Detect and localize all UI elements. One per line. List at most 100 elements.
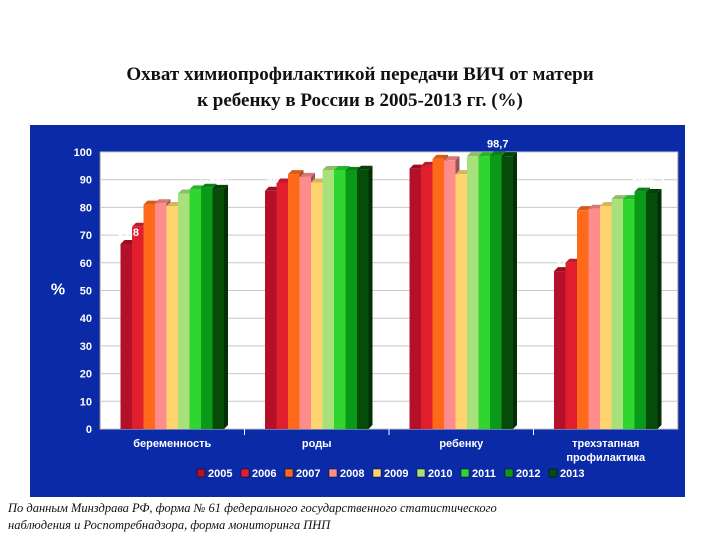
y-tick-label: 80 [80,202,92,214]
source-note: По данным Минздрава РФ, форма № 61 федер… [8,500,708,534]
data-label: 66,8 [118,227,139,239]
bar [501,156,513,429]
bar [467,156,479,429]
bar [600,206,612,429]
bar-chart: 0 10 20 30 40 50 60 70 80 90 100% беременность роды р… [30,125,685,497]
legend-swatch [460,468,470,478]
legend-swatch [196,468,206,478]
bar [409,168,421,429]
bar [554,271,566,429]
bar [588,208,600,429]
bar [276,182,288,429]
y-tick-label: 60 [80,258,92,270]
bar-top [467,152,483,157]
bar-side [368,165,373,429]
legend-label: 2010 [428,468,452,480]
bar-top [432,154,448,159]
bar [646,192,658,429]
source-note-line-2: наблюдения и Роспотребнадзора, форма мон… [8,518,331,532]
bar [432,158,444,430]
bar-side [224,184,228,429]
bar [623,199,635,429]
legend-swatch [328,468,338,478]
bar-top [490,151,506,156]
bar [322,170,334,429]
bar [288,174,300,429]
chart-title-line-1: Охват химиопрофилактикой передачи ВИЧ от… [126,64,594,85]
bar-top [212,184,228,189]
bar-side [657,188,662,429]
y-tick-label: 30 [80,341,92,353]
legend-label: 2008 [340,468,364,480]
x-tick-label: беременность [133,438,211,450]
bar [490,155,502,429]
y-tick-label: 40 [80,313,92,325]
data-label: 85,7 [632,175,653,187]
bar [421,165,433,429]
data-label: 93,6 [354,153,375,165]
data-label: 94 [411,152,424,164]
data-label: 57 [556,254,568,266]
x-tick-label: роды [302,438,332,450]
bar [189,189,201,429]
x-tick-label: ребенку [439,438,484,450]
bar-top [357,165,373,170]
bar [334,170,346,429]
bar [478,156,490,429]
y-tick-label: 10 [80,396,92,408]
bar [455,174,467,429]
source-note-line-1: По данным Минздрава РФ, форма № 61 федер… [8,501,497,515]
legend-label: 2006 [252,468,276,480]
bar [212,188,224,429]
bar-top [501,152,517,157]
data-label: 87,1 [198,171,219,183]
bar [132,226,144,429]
bar [444,160,456,429]
legend-swatch [504,468,514,478]
bar-top [444,156,460,161]
chart-title: Охват химиопрофилактикой передачи ВИЧ от… [0,62,720,114]
legend-swatch [416,468,426,478]
bar [265,190,277,429]
bar [311,182,323,429]
bar [143,204,155,429]
bar [611,199,623,429]
legend-label: 2007 [296,468,320,480]
data-label: 86,7 [210,172,231,184]
y-tick-label: 70 [80,230,92,242]
chart-title-line-2: к ребенку в России в 2005-2013 гг. (%) [197,90,523,111]
x-tick-label: трехэтапная [572,438,639,450]
bar-top [478,152,494,157]
y-tick-label: 20 [80,369,92,381]
legend-label: 2011 [472,468,496,480]
y-axis-label: % [51,282,65,299]
bar [299,176,311,429]
bar [345,170,357,429]
data-label: 98,7 [487,139,508,151]
data-label: 86 [267,174,279,186]
x-tick-label: профилактика [566,452,646,464]
y-tick-label: 0 [86,424,92,436]
legend-swatch [284,468,294,478]
bar-top [634,187,650,192]
bar-top [646,188,662,193]
legend-label: 2012 [516,468,540,480]
bar [357,169,369,429]
y-tick-label: 50 [80,286,92,298]
bar-top [322,166,338,171]
legend-swatch [372,468,382,478]
legend-label: 2005 [208,468,232,480]
bar [565,262,577,429]
bar [120,243,132,429]
legend-label: 2013 [560,468,584,480]
y-tick-label: 90 [80,175,92,187]
legend-swatch [240,468,250,478]
bar-top [288,170,304,175]
legend-label: 2009 [384,468,408,480]
bar-top [299,172,315,177]
bar [201,187,213,429]
data-label: 85,2 [643,176,664,188]
bar [155,203,167,429]
bar-side [513,152,517,429]
bar-top [611,195,627,200]
